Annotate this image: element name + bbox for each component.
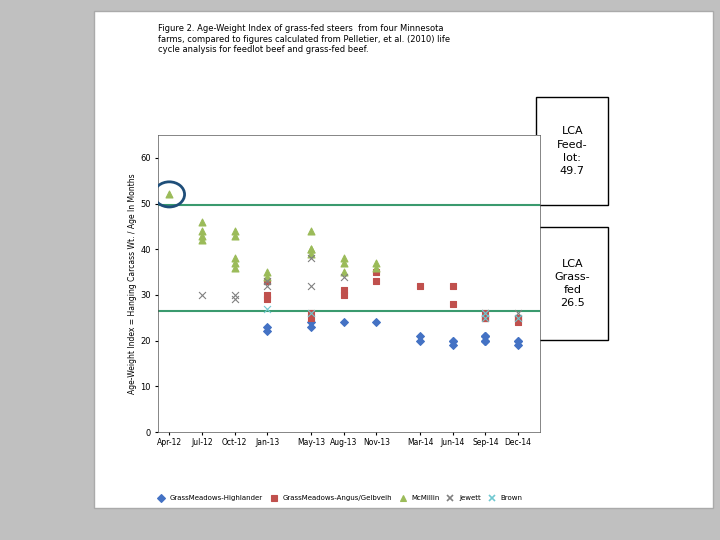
Point (513, 313, 524, 322)
Text: Figure 2. Age-Weight Index of grass-fed steers  from four Minnesota
farms, compa: Figure 2. Age-Weight Index of grass-fed … (158, 24, 451, 54)
Point (480, 309, 491, 318)
Point (513, 313, 524, 322)
Point (305, 309, 317, 318)
Point (480, 313, 491, 322)
Point (229, 291, 240, 299)
Point (480, 336, 491, 345)
Point (480, 309, 491, 318)
Point (261, 281, 273, 290)
Point (447, 336, 459, 345)
Point (480, 313, 491, 322)
Point (261, 327, 273, 336)
Point (414, 332, 426, 340)
Point (305, 318, 317, 327)
Point (414, 281, 426, 290)
Point (513, 313, 524, 322)
Point (261, 295, 273, 304)
Point (305, 254, 317, 262)
Point (197, 218, 208, 226)
Point (305, 245, 317, 254)
Point (338, 268, 349, 276)
Point (447, 336, 459, 345)
Point (305, 227, 317, 235)
Point (305, 281, 317, 290)
Point (371, 318, 382, 327)
Point (229, 231, 240, 240)
Point (261, 291, 273, 299)
Point (480, 336, 491, 345)
Point (371, 259, 382, 267)
Point (305, 245, 317, 254)
Point (261, 277, 273, 286)
Point (305, 309, 317, 318)
Point (513, 336, 524, 345)
Point (480, 332, 491, 340)
Point (414, 336, 426, 345)
FancyBboxPatch shape (536, 97, 608, 205)
Point (261, 322, 273, 331)
Point (197, 291, 208, 299)
Point (480, 332, 491, 340)
Point (447, 341, 459, 349)
Point (513, 341, 524, 349)
Point (480, 332, 491, 340)
Point (480, 336, 491, 345)
FancyBboxPatch shape (94, 11, 713, 508)
Point (229, 295, 240, 304)
Point (447, 300, 459, 308)
Point (338, 286, 349, 295)
Point (338, 318, 349, 327)
Point (338, 259, 349, 267)
Point (197, 231, 208, 240)
Point (229, 259, 240, 267)
Point (305, 313, 317, 322)
Point (197, 227, 208, 235)
Point (163, 190, 175, 199)
Point (229, 227, 240, 235)
Text: LCA
Grass-
fed
26.5: LCA Grass- fed 26.5 (554, 259, 590, 308)
Text: LCA
Feed-
lot:
49.7: LCA Feed- lot: 49.7 (557, 126, 588, 176)
Point (513, 318, 524, 327)
Y-axis label: Age-Weight Index = Hanging Carcass Wt. / Age In Months: Age-Weight Index = Hanging Carcass Wt. /… (128, 173, 138, 394)
Point (261, 277, 273, 286)
Point (338, 272, 349, 281)
Point (480, 313, 491, 322)
Point (197, 236, 208, 245)
Point (447, 281, 459, 290)
Point (229, 263, 240, 272)
Point (261, 272, 273, 281)
Point (229, 254, 240, 262)
Point (480, 309, 491, 318)
Point (261, 305, 273, 313)
Point (513, 309, 524, 318)
Point (513, 336, 524, 345)
Point (305, 322, 317, 331)
Point (480, 313, 491, 322)
FancyBboxPatch shape (536, 227, 608, 340)
Point (371, 277, 382, 286)
Point (338, 254, 349, 262)
Point (261, 268, 273, 276)
Point (371, 268, 382, 276)
Point (371, 263, 382, 272)
Legend: GrassMeadows-Highlander, GrassMeadows-Angus/Gelbveih, McMillin, Jewett, Brown: GrassMeadows-Highlander, GrassMeadows-An… (151, 492, 526, 504)
Point (305, 249, 317, 258)
Point (338, 291, 349, 299)
